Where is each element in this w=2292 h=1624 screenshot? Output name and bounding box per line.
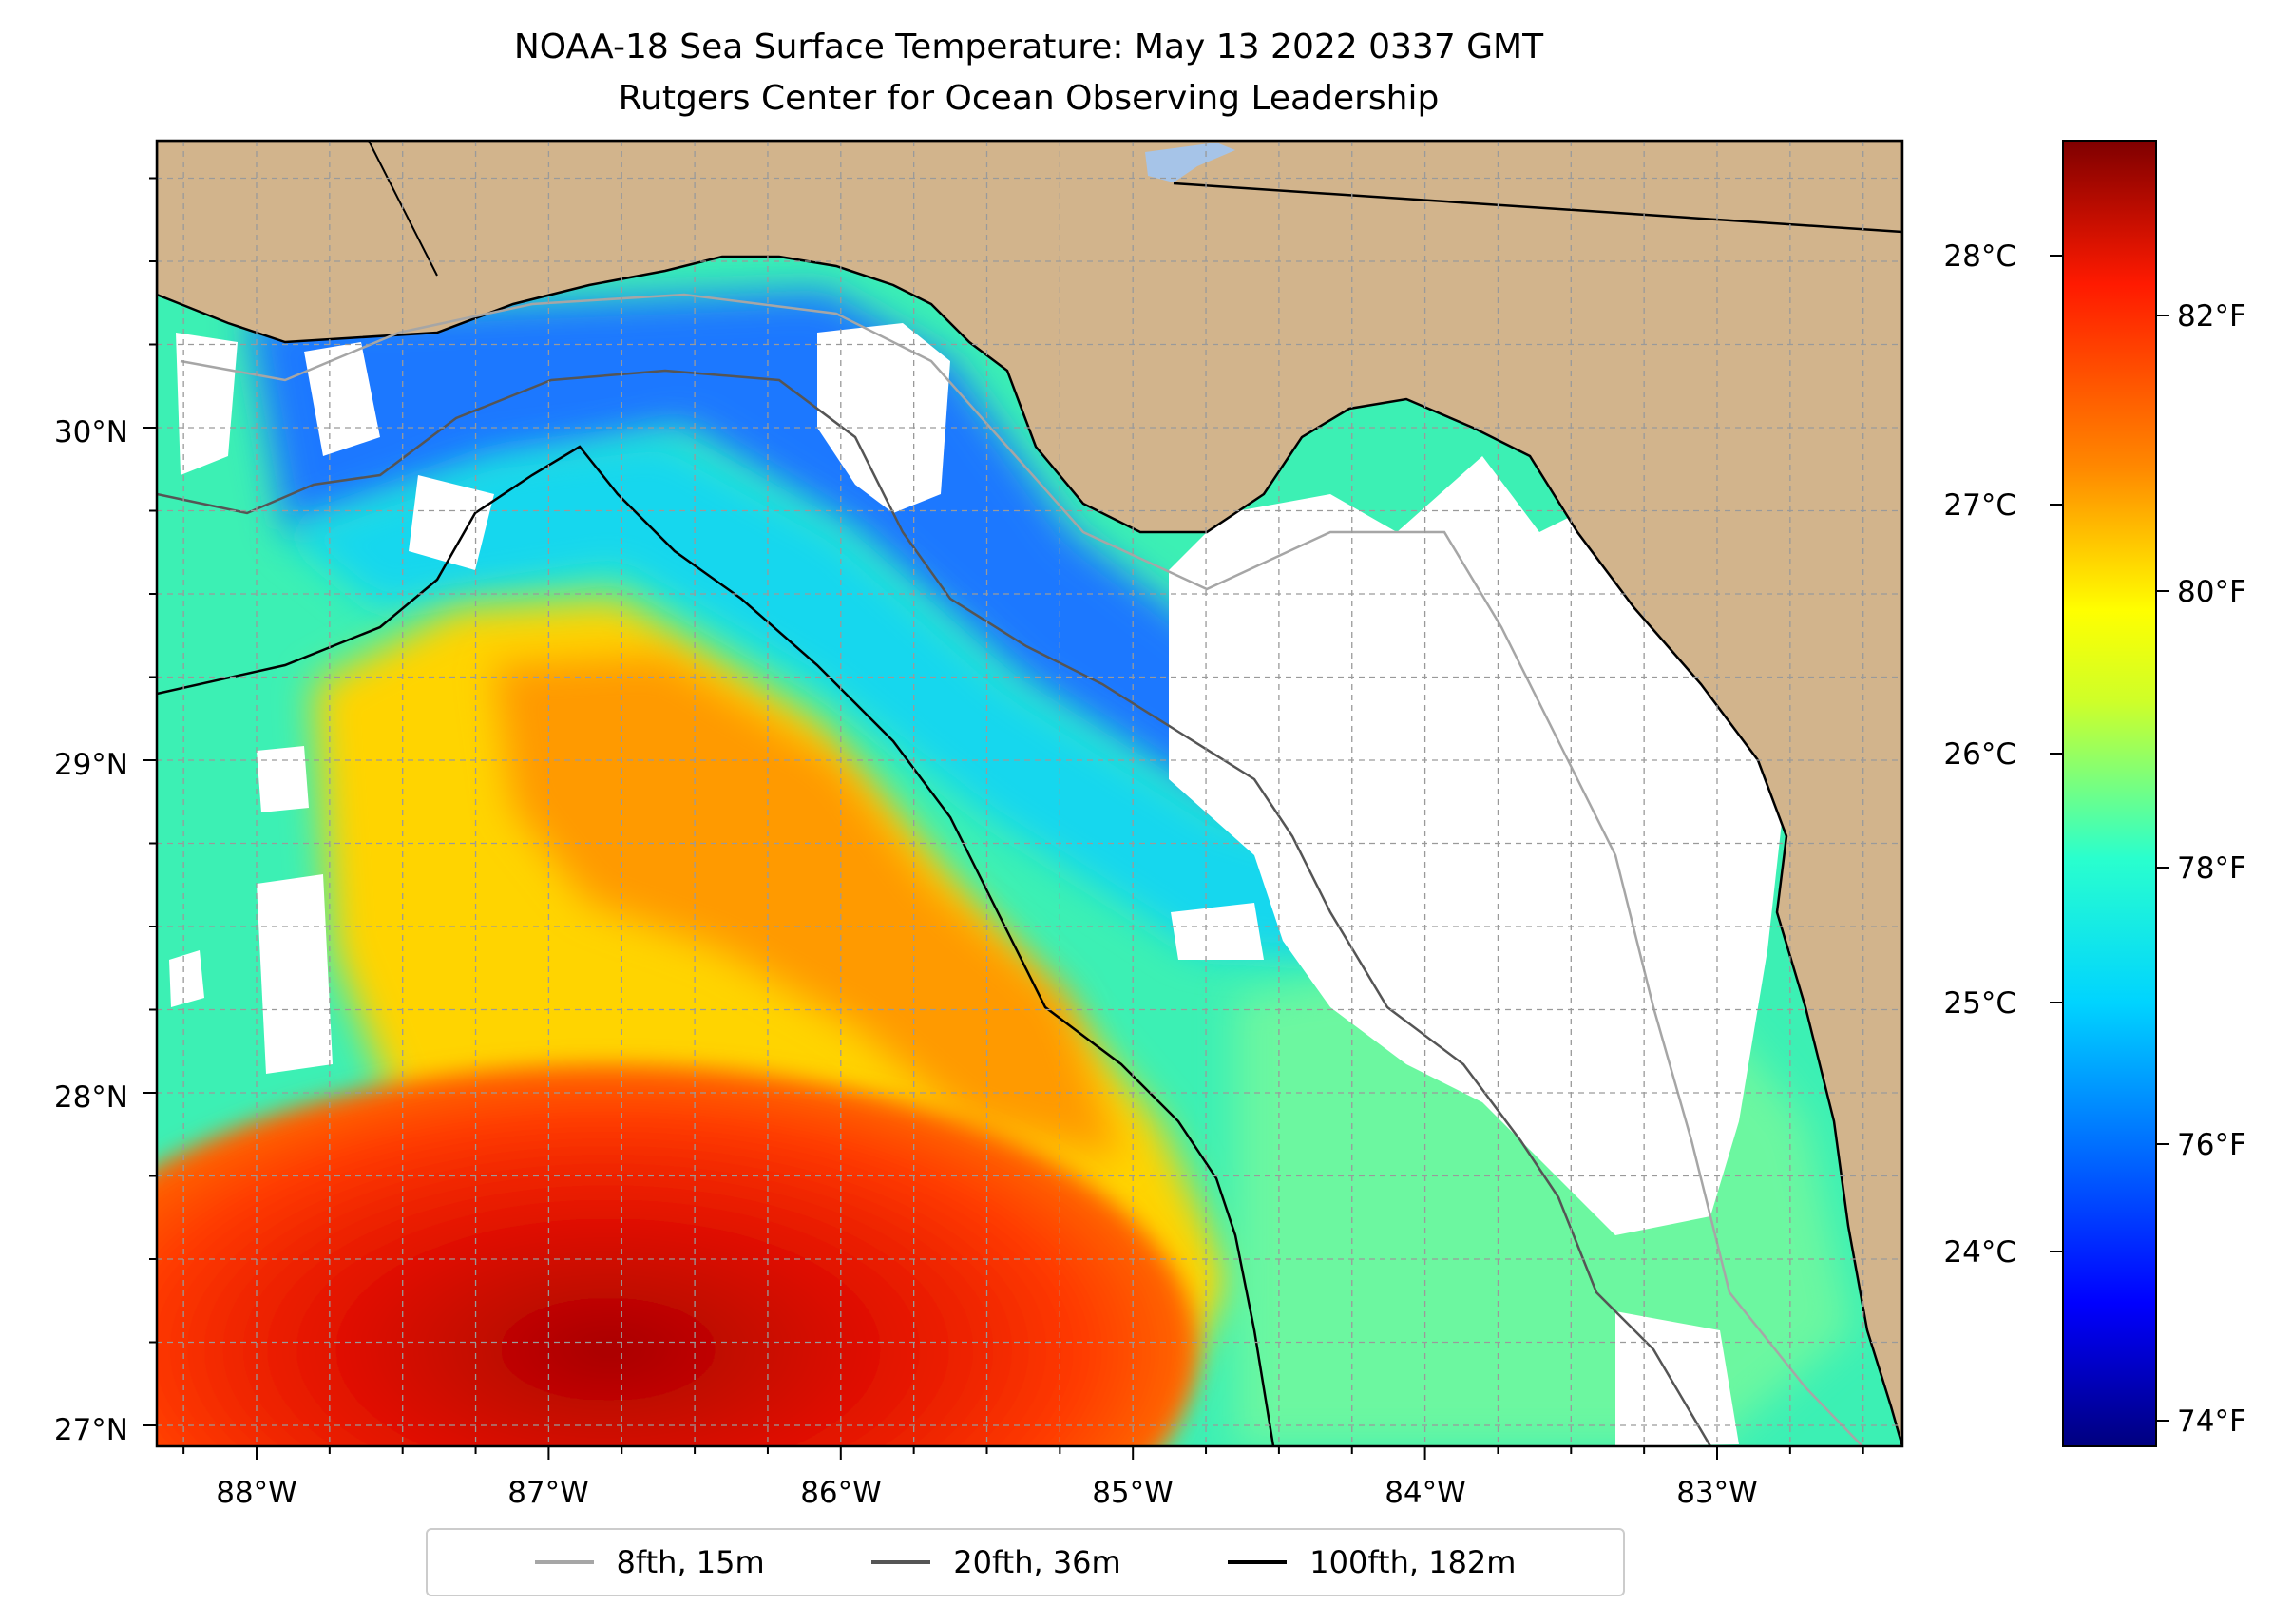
sst-orange-eddy <box>494 656 1121 1159</box>
cloud-mask <box>169 323 1786 1446</box>
map-subtitle: Rutgers Center for Ocean Observing Leade… <box>618 79 1440 118</box>
lon-tick-label: 84°W <box>1385 1476 1466 1510</box>
legend-label: 8fth, 15m <box>616 1544 765 1580</box>
colorbar-fahrenheit-label: 76°F <box>2177 1128 2246 1162</box>
legend-item-8fth: 8fth, 15m <box>534 1544 765 1580</box>
inland-lake <box>1145 143 1235 182</box>
legend-item-100fth: 100fth, 182m <box>1228 1544 1516 1580</box>
graticule <box>157 141 1902 1446</box>
legend-swatch <box>1228 1560 1288 1564</box>
colorbar-gradient <box>2062 140 2157 1447</box>
colorbar-ticks <box>2050 255 2169 1422</box>
lon-tick-label: 83°W <box>1676 1476 1758 1510</box>
sst-field <box>157 290 1853 1446</box>
colorbar-celsius-label: 24°C <box>1943 1235 2016 1270</box>
contour-8fth-15m <box>180 293 1863 1446</box>
lon-tick-labels: 88°W 87°W 86°W 85°W 84°W 83°W <box>216 1476 1758 1510</box>
colorbar-fahrenheit-label: 74°F <box>2177 1404 2246 1439</box>
bathymetry-legend: 8fth, 15m 20fth, 36m 100fth, 182m <box>426 1528 1625 1596</box>
colorbar: 24°C 25°C 26°C 27°C 28°C 74°F 76°F 78°F … <box>1943 140 2246 1447</box>
colorbar-fahrenheit-label: 78°F <box>2177 851 2246 886</box>
sst-cyan-band <box>285 437 1520 969</box>
lat-tick-label: 29°N <box>54 748 128 782</box>
lat-tick-labels: 27°N 28°N 29°N 30°N <box>54 415 128 1447</box>
colorbar-fahrenheit-label: 82°F <box>2177 299 2246 334</box>
map-title: NOAA-18 Sea Surface Temperature: May 13 … <box>513 28 1544 67</box>
lat-tick-label: 28°N <box>54 1080 128 1115</box>
colorbar-fahrenheit-label: 80°F <box>2177 575 2246 609</box>
colorbar-celsius-label: 27°C <box>1943 488 2016 523</box>
map-panel <box>157 141 1902 1446</box>
lon-tick-label: 87°W <box>507 1476 589 1510</box>
state-border-line <box>1173 182 1902 234</box>
legend-swatch <box>534 1560 594 1564</box>
lon-tick-label: 86°W <box>800 1476 882 1510</box>
lat-tick-label: 30°N <box>54 415 128 449</box>
legend-label: 20fth, 36m <box>953 1544 1121 1580</box>
map-frame <box>155 139 1904 1448</box>
colorbar-celsius-label: 26°C <box>1943 737 2016 772</box>
colorbar-celsius-labels: 24°C 25°C 26°C 27°C 28°C <box>1943 239 2016 1270</box>
legend-item-20fth: 20fth, 36m <box>871 1544 1121 1580</box>
legend-label: 100fth, 182m <box>1309 1544 1517 1580</box>
map-ticks <box>143 177 1864 1460</box>
colorbar-celsius-label: 28°C <box>1943 239 2016 274</box>
legend-swatch <box>871 1560 931 1564</box>
sst-loop-current-core <box>157 1064 1197 1446</box>
colorbar-fahrenheit-labels: 74°F 76°F 78°F 80°F 82°F <box>2177 299 2246 1439</box>
lon-tick-label: 85°W <box>1092 1476 1174 1510</box>
lat-tick-label: 27°N <box>54 1413 128 1447</box>
lon-tick-label: 88°W <box>216 1476 297 1510</box>
contour-100fth-182m <box>157 445 1275 1446</box>
colorbar-celsius-label: 25°C <box>1943 986 2016 1021</box>
